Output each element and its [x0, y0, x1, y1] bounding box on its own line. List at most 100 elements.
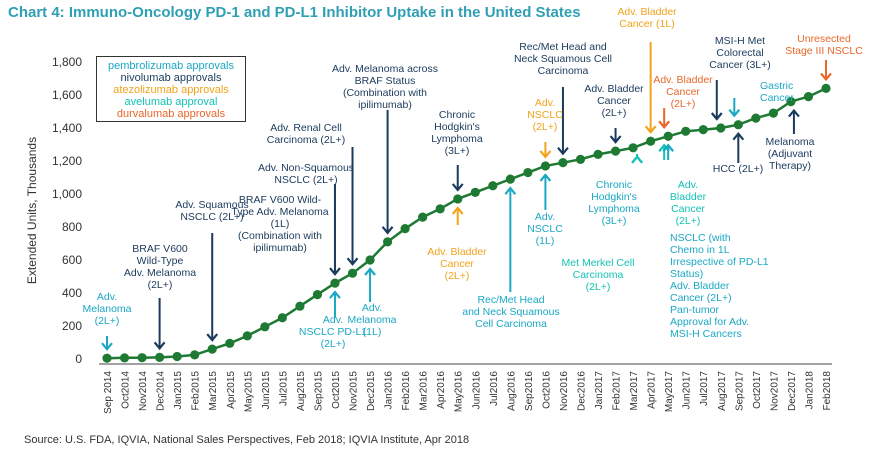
annotation-label: NSCLC [527, 109, 563, 121]
data-point [716, 123, 726, 133]
data-point [242, 331, 252, 341]
annotation-label: Adv. Bladder [584, 83, 644, 95]
x-tick-label: Apr2016 [436, 371, 447, 409]
annotation-label: Adv. [323, 314, 343, 326]
annotation-label: Carcinoma [573, 269, 624, 281]
annotation-arrowhead [451, 206, 464, 215]
x-tick-label: Oct2015 [331, 371, 342, 409]
x-tick-label: Jan2017 [594, 371, 605, 410]
annotation-arrowhead [539, 150, 552, 159]
annotation-label: Cancer (3L+) [709, 59, 771, 71]
legend-item-pembrolizumab: pembrolizumab approvals [108, 60, 234, 72]
annotation-arrowhead [451, 183, 464, 192]
data-point [190, 350, 200, 360]
annotation-label: Adv. Bladder [617, 6, 677, 18]
data-point [628, 143, 638, 153]
annotation-arrowhead [658, 120, 671, 129]
annotation-label: ipilimumab) [253, 242, 307, 254]
data-point [575, 154, 586, 164]
legend-item-durvalumab: durvalumab approvals [116, 108, 226, 120]
annotation-label: Adv. Bladder [653, 74, 713, 86]
legend-item-avelumab: avelumab approval [124, 96, 218, 108]
annotation-label: Therapy) [769, 160, 811, 172]
data-point [751, 113, 761, 123]
legend-item-atezolizumab: atezolizumab approvals [113, 84, 229, 96]
y-tick-label: 800 [62, 220, 82, 234]
annotation-label: BRAF V600 [132, 243, 188, 255]
source-note: Source: U.S. FDA, IQVIA, National Sales … [24, 434, 470, 446]
x-tick-label: Dec2014 [156, 371, 167, 411]
data-point [155, 352, 165, 362]
data-point [435, 204, 445, 214]
annotation-label: Pan-tumor [670, 304, 720, 316]
annotation-label: Type Adv. Melanoma [231, 206, 328, 218]
x-tick-label: Feb2017 [612, 371, 623, 411]
annotation-label: (2L+) [533, 121, 558, 133]
data-point [558, 158, 568, 168]
x-tick-label: Aug2017 [717, 371, 728, 411]
x-tick-label: Jul2016 [489, 371, 500, 406]
annotation-label: (2L+) [445, 270, 470, 282]
x-tick-label: May2015 [243, 371, 254, 413]
x-tick-label: Nov2014 [138, 371, 149, 411]
data-point [347, 268, 358, 278]
annotation-label: BRAF V600 Wild- [239, 194, 322, 206]
annotation-label: Hodgkin's [591, 191, 637, 203]
annotation-label: ipilimumab) [358, 99, 412, 111]
legend: pembrolizumab approvals nivolumab approv… [96, 56, 246, 122]
annotation-label: MSI-H Cancers [670, 328, 742, 340]
annotation-label: HCC (2L+) [713, 163, 763, 175]
annotation-label: Cancer [597, 95, 631, 107]
annotation-label: (2L+) [602, 107, 627, 119]
x-tick-label: Jan2015 [173, 371, 184, 410]
annotation-label: (1L) [271, 218, 290, 230]
x-tick-label: Apr2017 [647, 371, 658, 409]
annotation-label: Rec/Met Head [477, 294, 544, 306]
y-tick-label: 0 [75, 352, 82, 366]
annotation-label: Adv. Melanoma across [332, 63, 438, 75]
annotation-label: Cancer [671, 203, 705, 215]
annotation-label: Colorectal [716, 47, 763, 59]
data-point [803, 92, 814, 102]
annotation-label: Melanoma [347, 314, 396, 326]
x-tick-label: Jan2016 [384, 371, 395, 410]
annotation-label: NSCLC (2L+) [180, 211, 243, 223]
annotation-label: Adv. [535, 211, 555, 223]
x-tick-label: May2017 [664, 371, 675, 413]
x-tick-label: May2016 [454, 371, 465, 413]
x-tick-label: Feb2016 [401, 371, 412, 411]
annotation-label: Cancer [760, 92, 794, 104]
annotation-label: Neck Squamous Cell [514, 53, 612, 65]
annotation-label: and Neck Squamous [462, 306, 559, 318]
x-tick-label: Sep2016 [524, 371, 535, 411]
annotation-label: Irrespective of PD-L1 [670, 256, 769, 268]
data-point [365, 255, 375, 265]
data-point [593, 149, 603, 159]
x-tick-label: Sep2015 [313, 371, 324, 411]
x-tick-label: Jun2016 [471, 371, 482, 410]
y-tick-label: 1,200 [52, 154, 82, 168]
annotation-label: Carcinoma [538, 65, 589, 77]
chart-title: Chart 4: Immuno-Oncology PD-1 and PD-L1 … [8, 4, 581, 21]
y-tick-label: 600 [62, 253, 82, 267]
data-point [733, 120, 743, 130]
annotation-label: NSCLC (with [670, 232, 731, 244]
x-tick-label: Mar2016 [419, 371, 430, 411]
annotation-arrowhead [631, 155, 643, 164]
annotation-label: Adv. Renal Cell [270, 122, 342, 134]
annotation-label: Lymphoma [588, 203, 640, 215]
data-point [102, 353, 112, 363]
annotation-arrowhead [329, 290, 341, 299]
data-point [418, 212, 428, 222]
annotation-label: Chemo in 1L [670, 244, 730, 256]
annotation-label: (1L) [536, 235, 555, 247]
data-point [698, 125, 708, 135]
annotation-label: NSCLC PD-L1 [299, 326, 367, 338]
annotation-label: Cancer (1L) [619, 18, 674, 30]
annotation-arrowhead [153, 341, 166, 351]
x-tick-label: Nov2017 [769, 371, 780, 411]
data-point [119, 353, 130, 363]
data-point [540, 161, 551, 171]
annotation-arrowhead [101, 342, 113, 351]
